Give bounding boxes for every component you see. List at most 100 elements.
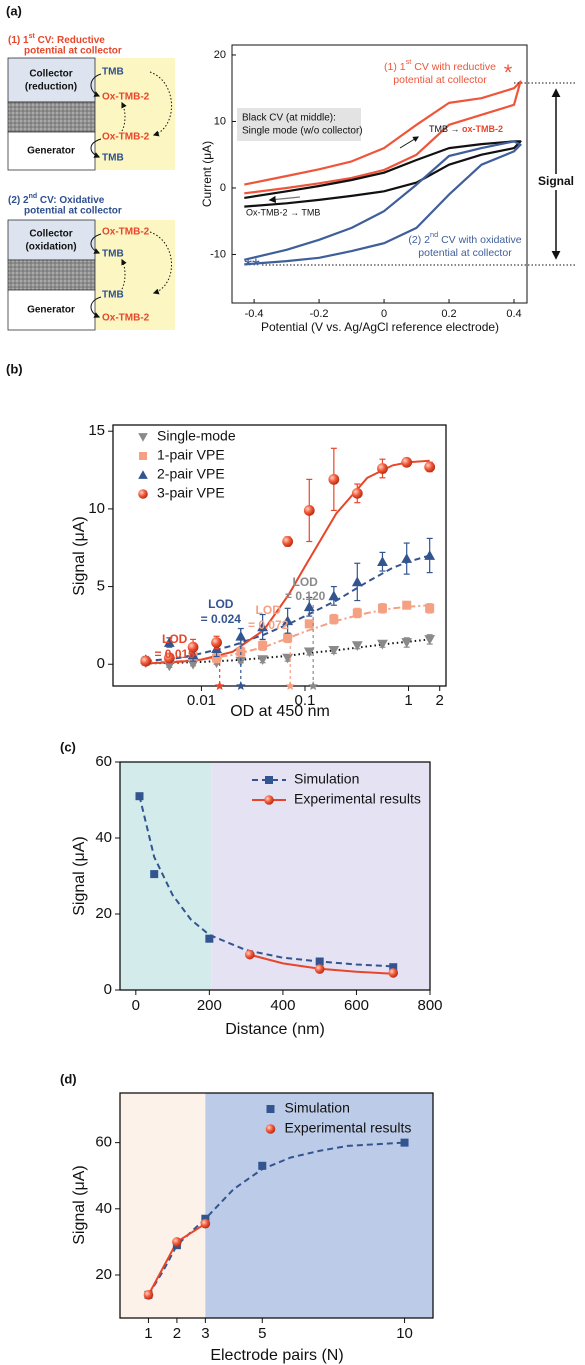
cv-annotation: potential at collector — [393, 74, 487, 86]
cv-curve — [244, 80, 522, 195]
x-axis-label: OD at 450 nm — [230, 703, 330, 720]
cv-curve — [244, 140, 522, 208]
legend-label: Experimental results — [294, 791, 421, 807]
cv-annotation-part: CV with oxidative — [438, 234, 522, 246]
data-point — [258, 641, 268, 651]
cv-annotation: Black CV (at middle): — [242, 113, 336, 124]
data-point — [329, 614, 339, 624]
data-point — [424, 635, 436, 645]
plot-frame — [119, 761, 431, 991]
y-tick-label: 0 — [220, 182, 226, 194]
cv-annotation-part: (2) 2 — [408, 234, 430, 246]
legend-marker — [265, 1124, 276, 1134]
insulator-layer — [7, 259, 96, 291]
lod-label: = 0.120 — [285, 589, 326, 603]
solution-region — [95, 220, 175, 330]
data-point — [282, 615, 294, 626]
panel-label: (d) — [60, 1071, 77, 1086]
legend-label: 3-pair VPE — [157, 485, 225, 501]
species-label: TMB — [102, 67, 124, 78]
data-point — [257, 621, 269, 632]
x-tick-label: 1 — [404, 692, 412, 709]
collector-label: Collector — [29, 229, 72, 240]
species-label: TMB — [102, 249, 124, 260]
legend-marker — [139, 452, 147, 460]
legend-label: Simulation — [285, 1100, 350, 1116]
data-point — [143, 1290, 154, 1300]
x-axis-label: Potential (V vs. Ag/AgCl reference elect… — [261, 320, 499, 334]
x-axis-label: Electrode pairs (N) — [210, 1347, 343, 1364]
y-tick-label: 0 — [97, 655, 105, 672]
data-point — [351, 487, 363, 499]
data-point — [205, 934, 214, 943]
diffusion-arrow — [121, 101, 127, 132]
data-point — [401, 456, 413, 468]
schematic-title-part: CV: Oxidative — [37, 195, 105, 206]
collector-label: Collector — [29, 69, 72, 80]
data-point — [400, 1138, 409, 1147]
lod-marker — [236, 681, 246, 690]
species-label: TMB — [102, 290, 124, 301]
data-point — [245, 949, 255, 960]
x-tick-label: 0.4 — [506, 308, 521, 320]
lod-label: = 0.072 — [248, 618, 289, 632]
lod-label: = 0.015 — [154, 647, 195, 661]
species-label: TMB — [102, 153, 124, 164]
data-point — [163, 637, 175, 647]
reaction-arrow — [90, 138, 102, 158]
data-point — [150, 870, 159, 879]
data-point — [283, 633, 293, 643]
schematic-title: (2) 2nd CV: Oxidative — [8, 193, 105, 205]
y-tick-label: 15 — [88, 422, 105, 439]
shaded-region — [120, 762, 212, 990]
y-tick-label: 20 — [214, 49, 226, 61]
schematic-title-part: (2) 2 — [8, 195, 29, 206]
data-point — [303, 505, 315, 516]
data-point — [187, 641, 199, 653]
data-point — [235, 656, 247, 667]
legend-marker — [138, 489, 148, 499]
data-point — [424, 461, 436, 473]
data-point — [402, 600, 412, 610]
schematic-title: (1) 1st CV: Reductive — [8, 33, 105, 45]
reaction-arrow — [90, 233, 102, 254]
species-label: Ox-TMB-2 — [102, 313, 150, 324]
species-label: Ox-TMB-2 — [102, 92, 150, 103]
peak-marker: * — [504, 60, 513, 85]
data-point — [303, 647, 315, 658]
data-point — [389, 963, 398, 972]
data-point — [315, 957, 324, 966]
data-point — [377, 639, 388, 650]
species-label: Ox-TMB-2 — [102, 132, 150, 143]
legend-marker — [265, 776, 273, 784]
generator-electrode — [7, 131, 96, 171]
schematic-title-part: (1) 1 — [8, 35, 29, 46]
cv-annotation: Single mode (w/o collector) — [242, 126, 363, 137]
generator-label: Generator — [27, 146, 75, 157]
cv-annotation-part: st — [406, 57, 412, 66]
lod-label: LOD — [162, 632, 188, 646]
data-point — [257, 655, 269, 665]
x-tick-label: -0.2 — [310, 308, 329, 320]
data-point — [328, 473, 340, 485]
x-axis-label: Distance (nm) — [225, 1021, 325, 1038]
x-tick-label: 3 — [201, 1325, 209, 1342]
data-point — [163, 652, 175, 664]
panel-label: (b) — [6, 361, 23, 376]
insulator-layer — [7, 101, 96, 133]
diffusion-arrow — [121, 258, 127, 290]
data-point — [328, 645, 340, 656]
cv-annotation: potential at collector — [418, 247, 512, 259]
data-point — [211, 637, 222, 648]
fit-curve — [145, 554, 430, 663]
y-tick-label: 10 — [214, 115, 226, 127]
cv-annotation-part: CV with reductive — [411, 61, 496, 73]
x-tick-label: 0.01 — [187, 692, 216, 709]
collector-label: (reduction) — [25, 82, 77, 93]
sweep-arrow — [399, 136, 420, 149]
fit-curve — [138, 795, 394, 968]
x-tick-label: 2 — [436, 692, 444, 709]
schematic-title-part: nd — [29, 193, 38, 200]
collector-electrode — [7, 219, 96, 261]
